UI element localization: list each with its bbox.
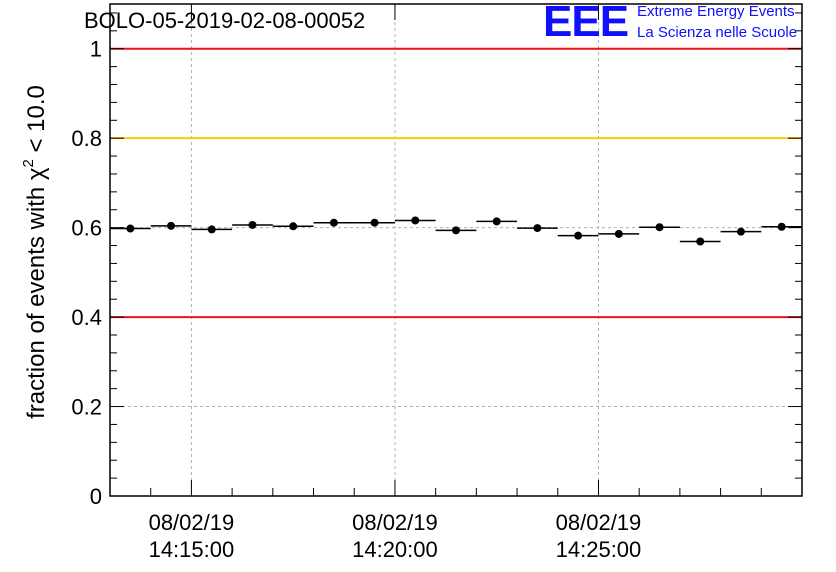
data-point [655, 223, 664, 232]
data-point [452, 226, 460, 235]
grid-lines [110, 4, 802, 496]
data-point [207, 225, 216, 234]
data-point [574, 231, 583, 240]
x-tick-label-time: 14:25:00 [556, 537, 642, 562]
x-axis-ticks: 08/02/1914:15:0008/02/1914:20:0008/02/19… [109, 4, 803, 562]
y-tick-label: 0 [90, 484, 102, 509]
data-point [492, 217, 501, 226]
y-axis-ticks: 0 0.2 0.4 0.6 0.8 1 [71, 12, 802, 509]
data-points [110, 216, 802, 246]
data-point [411, 216, 420, 225]
y-axis-label-prefix: fraction of events with [23, 180, 50, 419]
data-point [289, 222, 298, 231]
logo-tagline-1: Extreme Energy Events [637, 3, 795, 20]
y-axis-label-suffix: < 10.0 [23, 85, 50, 159]
y-tick-label: 0.6 [71, 216, 102, 241]
x-tick-label-date: 08/02/19 [556, 510, 642, 535]
x-tick-label-date: 08/02/19 [149, 510, 235, 535]
y-tick-label: 0.4 [71, 305, 102, 330]
data-point [614, 229, 623, 238]
data-point [533, 224, 542, 233]
y-axis-label: fraction of events with χ2 < 10.0 [20, 85, 50, 419]
data-point [167, 221, 176, 230]
data-point [696, 237, 705, 246]
data-point [126, 224, 135, 233]
data-point [777, 222, 786, 231]
data-point [370, 218, 379, 227]
chi-superscript: 2 [20, 159, 37, 167]
y-tick-label: 1 [90, 37, 102, 62]
logo-tagline-2: La Scienza nelle Scuole [637, 24, 798, 41]
run-title: BOLO-05-2019-02-08-00052 [84, 8, 366, 33]
chi-symbol: χ [23, 167, 50, 180]
x-tick-label-date: 08/02/19 [352, 510, 438, 535]
data-point [736, 227, 745, 236]
data-point [248, 220, 257, 229]
plot-frame [109, 3, 803, 497]
y-tick-label: 0.8 [71, 126, 102, 151]
x-tick-label-time: 14:15:00 [149, 537, 235, 562]
eee-logo: EEE [543, 0, 629, 46]
data-point [329, 218, 338, 227]
reference-lines [110, 47, 802, 319]
x-tick-label-time: 14:20:00 [352, 537, 438, 562]
y-tick-label: 0.2 [71, 395, 102, 420]
